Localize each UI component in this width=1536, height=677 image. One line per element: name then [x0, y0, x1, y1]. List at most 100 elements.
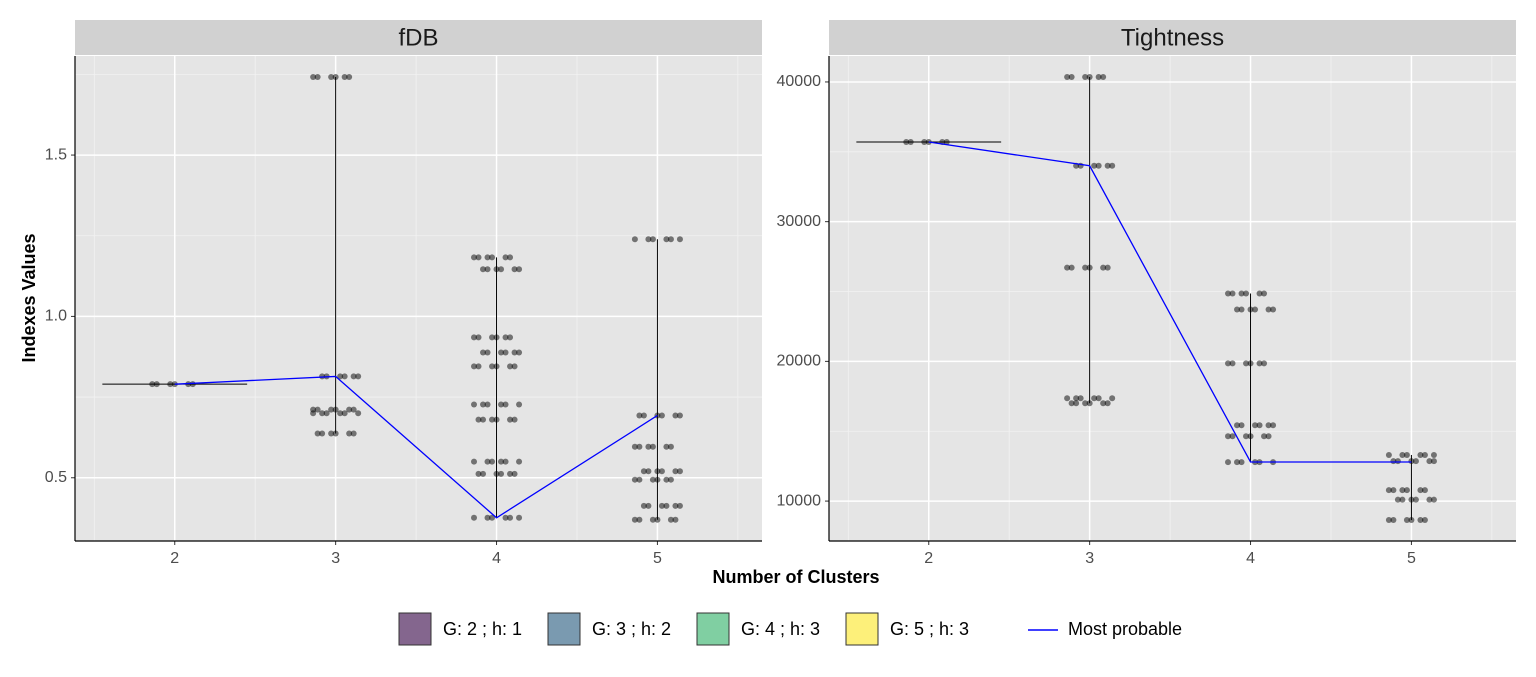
point: [636, 476, 643, 483]
point: [1109, 162, 1116, 169]
strip-header: [75, 20, 762, 55]
x-tick-label: 2: [170, 550, 179, 567]
point: [1225, 360, 1232, 367]
point: [471, 334, 478, 341]
panel-title: fDB: [398, 24, 438, 51]
point: [667, 476, 674, 483]
point: [649, 236, 656, 243]
point: [1261, 360, 1268, 367]
point: [502, 458, 509, 465]
point: [1086, 264, 1093, 271]
point: [658, 412, 665, 419]
point: [502, 401, 509, 408]
point: [189, 381, 196, 388]
point: [1229, 360, 1236, 367]
point: [645, 468, 652, 475]
point: [672, 502, 679, 509]
point: [480, 401, 487, 408]
point: [484, 349, 491, 356]
point: [471, 514, 478, 521]
point: [636, 412, 643, 419]
point: [493, 334, 500, 341]
point: [1399, 487, 1406, 494]
point: [337, 410, 344, 417]
point: [1265, 422, 1272, 429]
point: [1417, 517, 1424, 524]
point: [1100, 264, 1107, 271]
point: [636, 443, 643, 450]
point: [1408, 458, 1415, 465]
point: [1430, 451, 1437, 458]
point: [502, 254, 509, 261]
point: [507, 416, 514, 423]
point: [631, 476, 638, 483]
point: [1225, 459, 1232, 466]
point: [1390, 458, 1397, 465]
point: [1068, 400, 1075, 407]
legend-label: Most probable: [1068, 619, 1182, 639]
point: [493, 416, 500, 423]
point: [1077, 395, 1084, 402]
point: [341, 373, 348, 380]
point: [355, 410, 362, 417]
point: [672, 516, 679, 523]
point: [1394, 496, 1401, 503]
point: [640, 468, 647, 475]
point: [1261, 290, 1268, 297]
point: [511, 416, 518, 423]
point: [1403, 451, 1410, 458]
legend-key: [696, 612, 730, 646]
y-tick-label: 30000: [777, 213, 822, 230]
point: [1408, 517, 1415, 524]
point: [1421, 451, 1428, 458]
point: [1225, 290, 1232, 297]
point: [1385, 451, 1392, 458]
point: [480, 470, 487, 477]
point: [480, 416, 487, 423]
x-tick-label: 4: [492, 550, 501, 567]
point: [489, 334, 496, 341]
point: [672, 468, 679, 475]
point: [471, 254, 478, 261]
point: [667, 443, 674, 450]
point: [676, 412, 683, 419]
point: [516, 514, 523, 521]
point: [1252, 422, 1259, 429]
point: [1091, 162, 1098, 169]
point: [493, 266, 500, 273]
point: [493, 363, 500, 370]
point: [484, 254, 491, 261]
point: [1270, 422, 1277, 429]
point: [645, 236, 652, 243]
point: [1086, 400, 1093, 407]
x-tick-label: 3: [331, 550, 340, 567]
point: [484, 266, 491, 273]
point: [907, 139, 914, 146]
point: [489, 514, 496, 521]
point: [1399, 451, 1406, 458]
point: [475, 470, 482, 477]
y-axis-title: Indexes Values: [19, 233, 39, 362]
point: [149, 381, 156, 388]
legend-key: [845, 612, 879, 646]
legend-key: [398, 612, 432, 646]
point: [489, 416, 496, 423]
point: [1426, 496, 1433, 503]
point: [1104, 264, 1111, 271]
point: [1243, 433, 1250, 440]
point: [1100, 73, 1107, 80]
point: [516, 458, 523, 465]
x-axis-title: Number of Clusters: [712, 567, 879, 587]
point: [903, 139, 910, 146]
panel-background: [75, 56, 762, 541]
point: [471, 363, 478, 370]
point: [645, 443, 652, 450]
point: [631, 236, 638, 243]
point: [1247, 360, 1254, 367]
point: [649, 516, 656, 523]
point: [1256, 360, 1263, 367]
y-tick-label: 1.0: [45, 308, 67, 325]
y-tick-label: 10000: [777, 492, 822, 509]
y-tick-label: 0.5: [45, 469, 67, 486]
